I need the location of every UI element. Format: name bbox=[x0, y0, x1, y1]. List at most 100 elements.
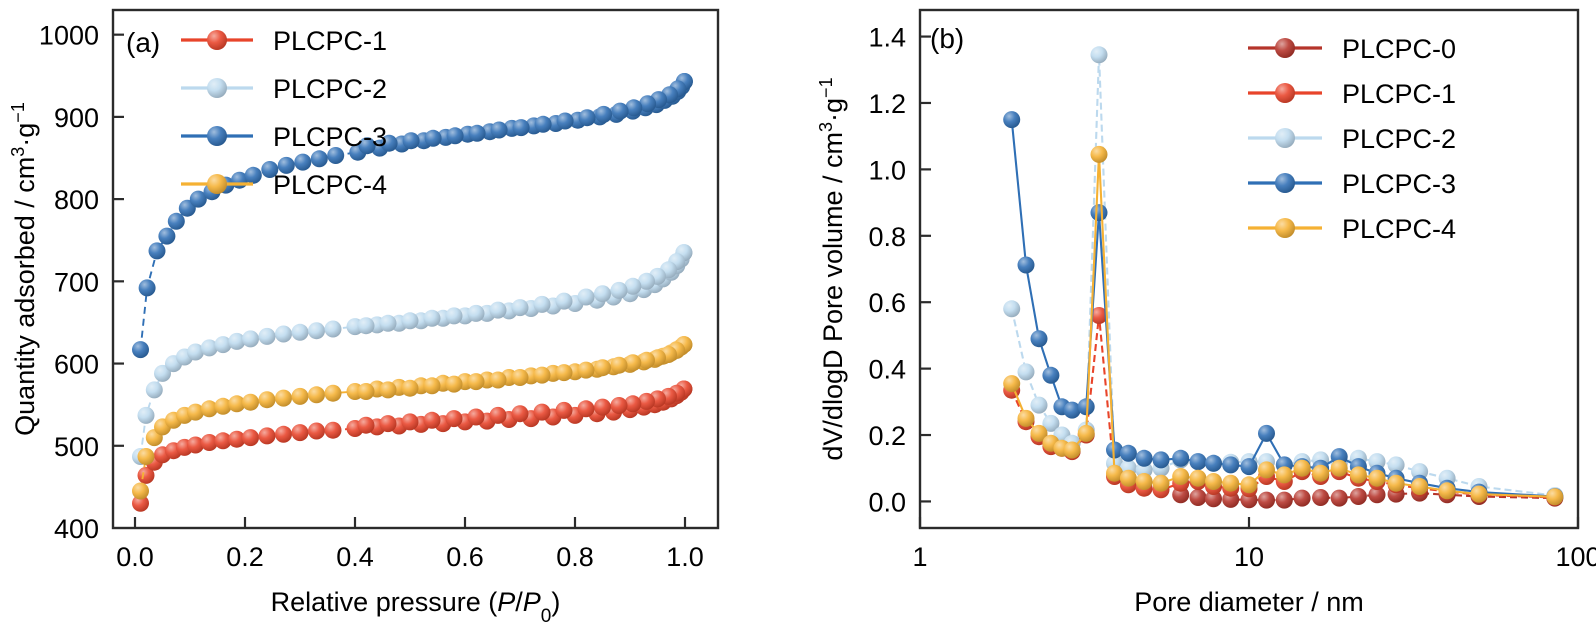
data-point bbox=[187, 403, 204, 421]
x-tick-label: 1.0 bbox=[666, 542, 704, 572]
data-point bbox=[467, 304, 485, 322]
data-point bbox=[1135, 473, 1153, 490]
data-point bbox=[1017, 256, 1035, 274]
data-point bbox=[154, 364, 171, 382]
y-tick-label: 500 bbox=[54, 432, 99, 462]
data-point bbox=[1063, 401, 1081, 419]
legend-marker bbox=[1275, 83, 1295, 103]
data-point bbox=[1293, 459, 1311, 477]
data-point bbox=[1411, 478, 1429, 495]
x-tick-label: 0.0 bbox=[116, 542, 154, 572]
data-point bbox=[1349, 488, 1367, 505]
data-point bbox=[445, 375, 463, 393]
legend-label: PLCPC-0 bbox=[1342, 34, 1456, 64]
data-point bbox=[1017, 363, 1035, 381]
data-point bbox=[401, 312, 419, 330]
data-point bbox=[1222, 474, 1240, 492]
data-point bbox=[228, 430, 246, 448]
data-point bbox=[1077, 424, 1095, 442]
data-point bbox=[242, 429, 259, 447]
data-point bbox=[291, 387, 309, 405]
data-point bbox=[228, 395, 246, 413]
data-point bbox=[242, 393, 259, 411]
data-point bbox=[424, 129, 442, 147]
data-point bbox=[624, 395, 642, 413]
data-point bbox=[1312, 464, 1330, 482]
panel-tag: (b) bbox=[930, 23, 964, 54]
data-point bbox=[1312, 489, 1330, 506]
legend-marker bbox=[1275, 128, 1295, 148]
data-point bbox=[1119, 444, 1137, 462]
data-point bbox=[380, 134, 398, 152]
y-tick-label: 1.2 bbox=[868, 89, 906, 119]
x-tick-label: 100 bbox=[1555, 542, 1596, 572]
data-point bbox=[242, 330, 259, 348]
data-point bbox=[1106, 441, 1123, 459]
legend-marker bbox=[207, 174, 227, 194]
data-point bbox=[511, 299, 529, 317]
x-tick-label: 10 bbox=[1234, 542, 1264, 572]
data-point bbox=[1205, 473, 1222, 490]
series-PLCPC-1 bbox=[132, 380, 693, 512]
legend-label: PLCPC-1 bbox=[1342, 79, 1456, 109]
x-axis-label: Pore diameter / nm bbox=[1134, 587, 1364, 617]
data-point bbox=[446, 127, 464, 145]
data-point bbox=[1106, 464, 1123, 482]
data-point bbox=[357, 416, 375, 434]
data-point bbox=[1258, 491, 1275, 509]
data-point bbox=[1387, 474, 1405, 492]
panel-b: 1 10 100 0.0 0.2 0.4 0.6 0.8 1.0 1.2 1.4 Pore diame… bbox=[808, 0, 1596, 630]
data-point bbox=[533, 403, 551, 421]
data-point bbox=[1240, 476, 1258, 494]
data-point bbox=[357, 383, 375, 400]
curve-line bbox=[1010, 154, 1555, 498]
data-point bbox=[379, 314, 397, 332]
data-point bbox=[1205, 490, 1222, 508]
legend-marker bbox=[207, 78, 227, 98]
data-point bbox=[137, 406, 155, 424]
data-point bbox=[1063, 441, 1081, 459]
data-point bbox=[423, 309, 441, 327]
y-tick-label: 400 bbox=[54, 514, 99, 544]
data-point bbox=[324, 320, 342, 338]
y-tick-label: 900 bbox=[54, 103, 99, 133]
legend-marker bbox=[207, 126, 227, 146]
data-point bbox=[511, 369, 529, 386]
data-point bbox=[1135, 449, 1153, 467]
data-point bbox=[611, 102, 629, 120]
data-point bbox=[214, 397, 232, 415]
data-point bbox=[132, 341, 149, 359]
data-point bbox=[467, 408, 485, 426]
y-axis-label: Quantity adsorbed / cm3·g−1 bbox=[8, 102, 40, 436]
legend-label: PLCPC-1 bbox=[273, 26, 387, 56]
data-point bbox=[261, 161, 279, 178]
data-point bbox=[401, 413, 419, 431]
data-point bbox=[489, 301, 507, 319]
data-point bbox=[1152, 451, 1170, 469]
panel-tag: (a) bbox=[126, 27, 160, 58]
data-point bbox=[1172, 468, 1190, 485]
data-point bbox=[1042, 366, 1060, 384]
data-point bbox=[533, 295, 551, 313]
data-point bbox=[138, 279, 156, 297]
y-tick-label: 0.0 bbox=[868, 487, 906, 517]
data-point bbox=[1077, 398, 1095, 416]
x-tick-label: 1 bbox=[912, 542, 927, 572]
series-PLCPC-4 bbox=[1003, 145, 1564, 506]
data-point bbox=[490, 121, 508, 139]
data-point bbox=[1030, 424, 1048, 442]
data-point bbox=[1003, 111, 1021, 129]
data-point bbox=[200, 339, 218, 357]
data-point bbox=[468, 124, 486, 142]
data-point bbox=[308, 386, 325, 404]
data-point bbox=[145, 381, 163, 399]
data-point bbox=[1172, 449, 1190, 467]
data-point bbox=[1003, 300, 1021, 318]
data-point bbox=[511, 405, 529, 423]
series-PLCPC-4 bbox=[132, 336, 693, 500]
data-point bbox=[200, 400, 218, 418]
data-point bbox=[1152, 474, 1170, 492]
x-tick-label: 0.4 bbox=[336, 542, 374, 572]
y-tick-label: 1.0 bbox=[868, 155, 906, 185]
